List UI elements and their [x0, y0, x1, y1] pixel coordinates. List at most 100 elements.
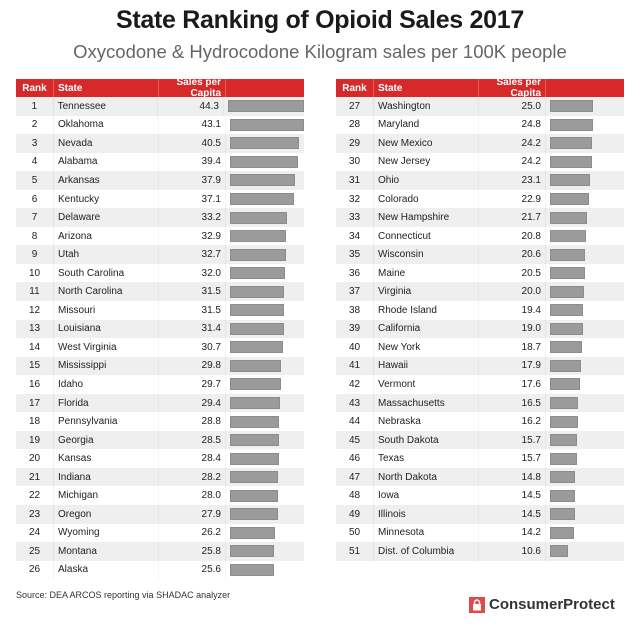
table-row: 43 Massachusetts 16.5	[336, 393, 624, 413]
bar-cell	[546, 208, 624, 227]
table-row: 12 Missouri 31.5	[16, 301, 304, 320]
table-row: 29 New Mexico 24.2	[336, 134, 624, 153]
table-row: 10 South Carolina 32.0	[16, 263, 304, 283]
bar-cell	[546, 468, 624, 487]
sales-bar	[230, 434, 279, 447]
header-rank: Rank	[16, 79, 54, 97]
table-row: 5 Arkansas 37.9	[16, 171, 304, 190]
rank-cell: 1	[16, 97, 54, 116]
sales-bar	[550, 100, 593, 113]
sales-cell: 23.1	[479, 171, 546, 190]
table-row: 41 Hawaii 17.9	[336, 356, 624, 376]
table-row: 49 Illinois 14.5	[336, 505, 624, 524]
sales-cell: 31.5	[159, 282, 226, 302]
state-cell: Texas	[374, 449, 479, 468]
bar-cell	[546, 431, 624, 450]
rank-cell: 24	[16, 523, 54, 543]
sales-bar	[550, 155, 592, 168]
table-row: 6 Kentucky 37.1	[16, 189, 304, 209]
bar-cell	[226, 171, 304, 190]
state-cell: Alabama	[54, 152, 159, 172]
sales-cell: 29.7	[159, 375, 226, 394]
state-cell: Pennsylvania	[54, 412, 159, 431]
rank-cell: 7	[16, 208, 54, 227]
sales-cell: 43.1	[159, 115, 226, 135]
table-row: 26 Alaska 25.6	[16, 560, 304, 580]
sales-bar	[230, 193, 294, 205]
sales-cell: 15.7	[479, 449, 546, 468]
state-cell: Georgia	[54, 430, 159, 450]
table-row: 33 New Hampshire 21.7	[336, 208, 624, 227]
rank-cell: 19	[16, 430, 54, 450]
rank-cell: 26	[16, 560, 54, 580]
rank-cell: 32	[336, 189, 374, 209]
sales-bar	[230, 118, 304, 131]
state-cell: Vermont	[374, 375, 479, 394]
rank-cell: 37	[336, 282, 374, 302]
table-row: 15 Mississippi 29.8	[16, 356, 304, 376]
state-cell: South Carolina	[54, 263, 159, 283]
bar-cell	[226, 227, 304, 246]
rank-cell: 8	[16, 226, 54, 246]
rank-cell: 21	[16, 467, 54, 487]
sales-bar	[550, 434, 577, 447]
bar-cell	[546, 320, 624, 339]
table-row: 13 Louisiana 31.4	[16, 319, 304, 339]
sales-bar	[230, 211, 287, 224]
consumerprotect-logo: ConsumerProtect	[469, 596, 615, 613]
rank-cell: 41	[336, 356, 374, 376]
rank-cell: 47	[336, 467, 374, 487]
state-cell: Colorado	[374, 189, 479, 209]
sales-cell: 16.2	[479, 412, 546, 431]
sales-bar	[228, 100, 304, 113]
bar-cell	[226, 264, 304, 283]
sales-cell: 30.7	[159, 338, 226, 357]
state-cell: Florida	[54, 393, 159, 413]
rank-cell: 23	[16, 505, 54, 524]
ranking-table-left: Rank State Sales per Capita 1 Tennessee 44.3 2…	[16, 77, 304, 580]
rank-cell: 22	[16, 486, 54, 506]
table-row: 45 South Dakota 15.7	[336, 430, 624, 450]
sales-bar	[230, 230, 287, 243]
sales-cell: 25.0	[479, 97, 546, 116]
bar-cell	[546, 264, 624, 283]
rank-cell: 13	[16, 319, 54, 339]
rank-cell: 34	[336, 226, 374, 246]
sales-bar	[550, 452, 577, 465]
header-state: State	[374, 79, 479, 97]
state-cell: Maine	[374, 263, 479, 283]
rank-cell: 6	[16, 189, 54, 209]
state-cell: New York	[374, 338, 479, 357]
bar-cell	[546, 171, 624, 190]
bar-cell	[226, 134, 304, 153]
table-row: 40 New York 18.7	[336, 338, 624, 357]
rank-cell: 44	[336, 412, 374, 431]
bar-cell	[226, 542, 304, 561]
rank-cell: 18	[16, 412, 54, 431]
sales-bar	[550, 248, 586, 261]
table-row: 9 Utah 32.7	[16, 245, 304, 264]
sales-cell: 14.2	[479, 523, 546, 543]
state-cell: Wyoming	[54, 523, 159, 543]
table-row: 11 North Carolina 31.5	[16, 282, 304, 302]
state-cell: Louisiana	[54, 319, 159, 339]
sales-bar	[230, 341, 283, 354]
sales-bar	[550, 359, 581, 372]
sales-cell: 26.2	[159, 523, 226, 543]
sales-cell: 14.8	[479, 467, 546, 487]
logo-text: ConsumerProtect	[489, 596, 615, 613]
sales-bar	[230, 248, 287, 261]
sales-bar	[550, 118, 593, 131]
bar-cell	[546, 116, 624, 135]
sales-bar	[550, 489, 575, 502]
sales-bar	[230, 378, 281, 391]
bar-cell	[226, 394, 304, 413]
header-sales: Sales per Capita	[479, 77, 546, 99]
sales-cell: 40.5	[159, 134, 226, 153]
rank-cell: 14	[16, 338, 54, 357]
rank-cell: 9	[16, 245, 54, 264]
header-rank: Rank	[336, 79, 374, 97]
sales-cell: 31.5	[159, 301, 226, 320]
state-cell: Illinois	[374, 505, 479, 524]
ranking-table-right: Rank State Sales per Capita 27 Washington 25.…	[336, 77, 624, 561]
